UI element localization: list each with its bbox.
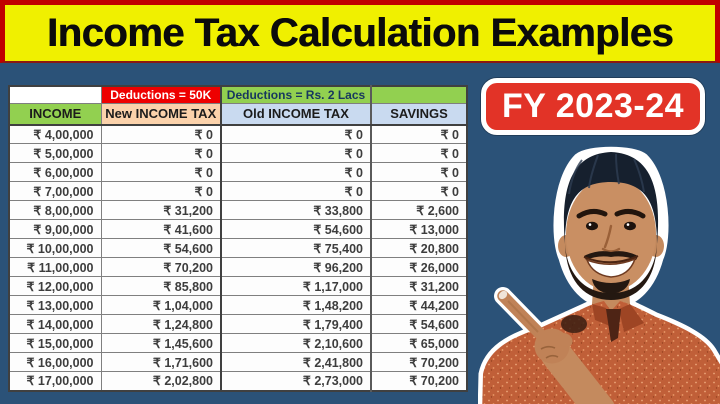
pointing-hand	[497, 290, 615, 404]
savings-cell: ₹ 54,600	[370, 314, 468, 334]
income-cell: ₹ 4,00,000	[8, 124, 102, 144]
savings-cell: ₹ 20,800	[370, 238, 468, 258]
table-row: ₹ 5,00,000 ₹ 0 ₹ 0 ₹ 0	[8, 143, 468, 163]
table-row: ₹ 12,00,000 ₹ 85,800 ₹ 1,17,000 ₹ 31,200	[8, 276, 468, 296]
new-tax-cell: ₹ 0	[100, 124, 222, 144]
income-cell: ₹ 13,00,000	[8, 295, 102, 315]
income-cell: ₹ 9,00,000	[8, 219, 102, 239]
income-cell: ₹ 5,00,000	[8, 143, 102, 163]
column-header-row: INCOME New INCOME TAX Old INCOME TAX SAV…	[8, 103, 468, 126]
table-row: ₹ 13,00,000 ₹ 1,04,000 ₹ 1,48,200 ₹ 44,200	[8, 295, 468, 315]
savings-cell: ₹ 70,200	[370, 352, 468, 372]
nose	[601, 224, 621, 253]
title-banner: Income Tax Calculation Examples	[0, 0, 720, 63]
savings-cell: ₹ 31,200	[370, 276, 468, 296]
new-tax-cell: ₹ 70,200	[100, 257, 222, 277]
savings-cell: ₹ 65,000	[370, 333, 468, 353]
savings-cell: ₹ 0	[370, 162, 468, 182]
new-tax-cell: ₹ 1,24,800	[100, 314, 222, 334]
table-row: ₹ 7,00,000 ₹ 0 ₹ 0 ₹ 0	[8, 181, 468, 201]
income-cell: ₹ 7,00,000	[8, 181, 102, 201]
income-cell: ₹ 17,00,000	[8, 371, 102, 391]
fingernail	[498, 290, 508, 300]
savings-cell: ₹ 2,600	[370, 200, 468, 220]
table-row: ₹ 16,00,000 ₹ 1,71,600 ₹ 2,41,800 ₹ 70,200	[8, 352, 468, 372]
new-regime-deductions-header: Deductions = 50K	[100, 85, 222, 104]
old-tax-cell: ₹ 75,400	[220, 238, 372, 258]
table-row: ₹ 11,00,000 ₹ 70,200 ₹ 96,200 ₹ 26,000	[8, 257, 468, 277]
savings-column-header: SAVINGS	[370, 103, 468, 126]
old-tax-column-header: Old INCOME TAX	[220, 103, 372, 126]
savings-group-header-cell	[370, 85, 468, 104]
fy-badge: FY 2023-24	[481, 78, 705, 135]
savings-cell: ₹ 0	[370, 143, 468, 163]
table-row: ₹ 6,00,000 ₹ 0 ₹ 0 ₹ 0	[8, 162, 468, 182]
income-column-header: INCOME	[8, 103, 102, 126]
tax-table-body: ₹ 4,00,000 ₹ 0 ₹ 0 ₹ 0 ₹ 5,00,000 ₹ 0 ₹ 0 ₹ 0 ₹ …	[8, 124, 468, 391]
new-tax-cell: ₹ 0	[100, 162, 222, 182]
new-tax-cell: ₹ 1,45,600	[100, 333, 222, 353]
old-tax-cell: ₹ 1,17,000	[220, 276, 372, 296]
new-tax-cell: ₹ 0	[100, 181, 222, 201]
old-tax-cell: ₹ 2,41,800	[220, 352, 372, 372]
savings-cell: ₹ 13,000	[370, 219, 468, 239]
presenter-cutout	[478, 146, 720, 404]
old-regime-deductions-header: Deductions = Rs. 2 Lacs	[220, 85, 372, 104]
page-title: Income Tax Calculation Examples	[46, 10, 674, 55]
table-row: ₹ 15,00,000 ₹ 1,45,600 ₹ 2,10,600 ₹ 65,000	[8, 333, 468, 353]
old-tax-cell: ₹ 2,10,600	[220, 333, 372, 353]
new-tax-cell: ₹ 54,600	[100, 238, 222, 258]
old-tax-cell: ₹ 0	[220, 181, 372, 201]
fy-badge-label: FY 2023-24	[501, 87, 685, 125]
new-tax-cell: ₹ 85,800	[100, 276, 222, 296]
new-tax-cell: ₹ 1,04,000	[100, 295, 222, 315]
savings-cell: ₹ 26,000	[370, 257, 468, 277]
deductions-header-row: Deductions = 50K Deductions = Rs. 2 Lacs	[8, 85, 468, 104]
income-cell: ₹ 15,00,000	[8, 333, 102, 353]
income-cell: ₹ 12,00,000	[8, 276, 102, 296]
old-tax-cell: ₹ 33,800	[220, 200, 372, 220]
old-tax-cell: ₹ 0	[220, 124, 372, 144]
new-tax-cell: ₹ 31,200	[100, 200, 222, 220]
smile	[585, 257, 637, 278]
old-tax-cell: ₹ 96,200	[220, 257, 372, 277]
table-row: ₹ 10,00,000 ₹ 54,600 ₹ 75,400 ₹ 20,800	[8, 238, 468, 258]
old-tax-cell: ₹ 0	[220, 162, 372, 182]
income-cell: ₹ 16,00,000	[8, 352, 102, 372]
new-tax-cell: ₹ 2,02,800	[100, 371, 222, 391]
presenter-shirt	[482, 301, 720, 404]
income-tax-table: Deductions = 50K Deductions = Rs. 2 Lacs…	[8, 85, 468, 392]
savings-cell: ₹ 0	[370, 181, 468, 201]
old-tax-cell: ₹ 0	[220, 143, 372, 163]
savings-cell: ₹ 0	[370, 124, 468, 144]
table-row: ₹ 9,00,000 ₹ 41,600 ₹ 54,600 ₹ 13,000	[8, 219, 468, 239]
new-tax-cell: ₹ 0	[100, 143, 222, 163]
old-tax-cell: ₹ 1,79,400	[220, 314, 372, 334]
income-cell: ₹ 11,00,000	[8, 257, 102, 277]
old-tax-cell: ₹ 54,600	[220, 219, 372, 239]
table-row: ₹ 8,00,000 ₹ 31,200 ₹ 33,800 ₹ 2,600	[8, 200, 468, 220]
savings-cell: ₹ 44,200	[370, 295, 468, 315]
table-row: ₹ 14,00,000 ₹ 1,24,800 ₹ 1,79,400 ₹ 54,600	[8, 314, 468, 334]
income-cell: ₹ 8,00,000	[8, 200, 102, 220]
income-cell: ₹ 14,00,000	[8, 314, 102, 334]
savings-cell: ₹ 70,200	[370, 371, 468, 391]
table-row: ₹ 17,00,000 ₹ 2,02,800 ₹ 2,73,000 ₹ 70,200	[8, 371, 468, 391]
income-cell: ₹ 10,00,000	[8, 238, 102, 258]
table-row: ₹ 4,00,000 ₹ 0 ₹ 0 ₹ 0	[8, 124, 468, 144]
eyebrows	[576, 208, 646, 219]
income-cell: ₹ 6,00,000	[8, 162, 102, 182]
presenter-head	[558, 152, 664, 318]
new-tax-column-header: New INCOME TAX	[100, 103, 222, 126]
old-tax-cell: ₹ 2,73,000	[220, 371, 372, 391]
new-tax-cell: ₹ 1,71,600	[100, 352, 222, 372]
hair-shape	[563, 152, 659, 244]
new-tax-cell: ₹ 41,600	[100, 219, 222, 239]
blank-header-cell	[8, 85, 102, 104]
old-tax-cell: ₹ 1,48,200	[220, 295, 372, 315]
